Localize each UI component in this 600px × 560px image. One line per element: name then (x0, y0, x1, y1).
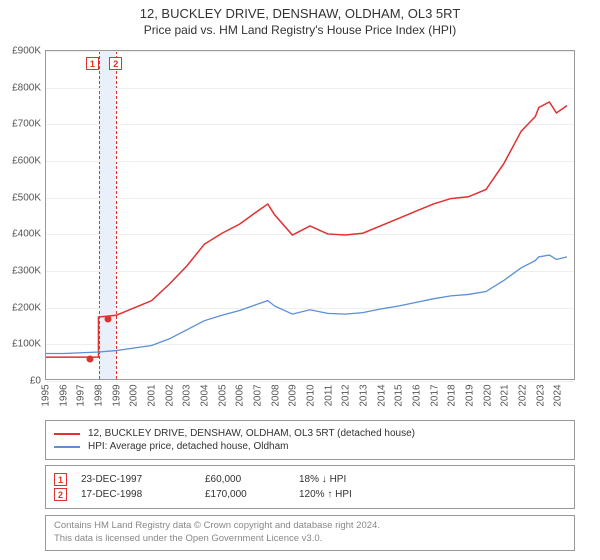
x-tick-label: 2014 (376, 384, 387, 406)
legend-item: 12, BUCKLEY DRIVE, DENSHAW, OLDHAM, OL3 … (54, 428, 566, 439)
row-change: 120% ↑ HPI (299, 489, 352, 500)
y-tick-label: £500K (1, 192, 41, 203)
x-tick-label: 2002 (164, 384, 175, 406)
x-tick-label: 2015 (394, 384, 405, 406)
x-tick-label: 2004 (200, 384, 211, 406)
x-tick-label: 2009 (288, 384, 299, 406)
x-tick-label: 1995 (41, 384, 52, 406)
x-tick-label: 2016 (412, 384, 423, 406)
y-tick-label: £300K (1, 266, 41, 277)
y-tick-label: £600K (1, 156, 41, 167)
series-line (46, 255, 567, 353)
x-tick-label: 2022 (518, 384, 529, 406)
row-marker: 1 (54, 473, 67, 486)
footer-line: This data is licensed under the Open Gov… (54, 533, 566, 546)
data-point (87, 356, 94, 363)
x-tick-label: 2024 (553, 384, 564, 406)
y-tick-label: £900K (1, 46, 41, 57)
x-tick-label: 1998 (94, 384, 105, 406)
legend-label: 12, BUCKLEY DRIVE, DENSHAW, OLDHAM, OL3 … (88, 428, 415, 439)
x-tick-label: 2018 (447, 384, 458, 406)
y-tick-label: £100K (1, 339, 41, 350)
legend-item: HPI: Average price, detached house, Oldh… (54, 441, 566, 452)
y-tick-label: £800K (1, 82, 41, 93)
footer-line: Contains HM Land Registry data © Crown c… (54, 520, 566, 533)
marker-label: 2 (109, 57, 122, 70)
x-tick-label: 2017 (429, 384, 440, 406)
legend-swatch (54, 433, 80, 435)
page-title: 12, BUCKLEY DRIVE, DENSHAW, OLDHAM, OL3 … (0, 6, 600, 21)
row-price: £60,000 (205, 474, 285, 485)
x-tick-label: 1997 (76, 384, 87, 406)
y-tick-label: £200K (1, 302, 41, 313)
data-point (104, 315, 111, 322)
x-tick-label: 2003 (182, 384, 193, 406)
x-tick-label: 2000 (129, 384, 140, 406)
chart: £0£100K£200K£300K£400K£500K£600K£700K£80… (45, 50, 575, 380)
legend-label: HPI: Average price, detached house, Oldh… (88, 441, 289, 452)
y-tick-label: £700K (1, 119, 41, 130)
x-tick-label: 2008 (270, 384, 281, 406)
table-row: 2 17-DEC-1998 £170,000 120% ↑ HPI (54, 488, 566, 501)
legend-swatch (54, 446, 80, 448)
x-tick-label: 2011 (323, 385, 334, 407)
x-tick-label: 2005 (217, 384, 228, 406)
y-tick-label: £0 (1, 376, 41, 387)
row-date: 23-DEC-1997 (81, 474, 191, 485)
transactions-table: 1 23-DEC-1997 £60,000 18% ↓ HPI 2 17-DEC… (45, 465, 575, 509)
x-tick-label: 1999 (111, 384, 122, 406)
series-line (46, 102, 567, 357)
x-tick-label: 2012 (341, 384, 352, 406)
legend: 12, BUCKLEY DRIVE, DENSHAW, OLDHAM, OL3 … (45, 420, 575, 460)
row-price: £170,000 (205, 489, 285, 500)
row-marker: 2 (54, 488, 67, 501)
x-tick-label: 2010 (306, 384, 317, 406)
page-subtitle: Price paid vs. HM Land Registry's House … (0, 23, 600, 37)
x-tick-label: 1996 (58, 384, 69, 406)
x-tick-label: 2021 (500, 384, 511, 406)
row-date: 17-DEC-1998 (81, 489, 191, 500)
title-block: 12, BUCKLEY DRIVE, DENSHAW, OLDHAM, OL3 … (0, 0, 600, 41)
x-tick-label: 2020 (482, 384, 493, 406)
root: 12, BUCKLEY DRIVE, DENSHAW, OLDHAM, OL3 … (0, 0, 600, 560)
table-row: 1 23-DEC-1997 £60,000 18% ↓ HPI (54, 473, 566, 486)
footer-attribution: Contains HM Land Registry data © Crown c… (45, 515, 575, 551)
x-tick-label: 2013 (359, 384, 370, 406)
chart-lines (46, 51, 574, 379)
x-tick-label: 2006 (235, 384, 246, 406)
x-tick-label: 2007 (253, 384, 264, 406)
x-tick-label: 2019 (465, 384, 476, 406)
x-tick-label: 2001 (147, 384, 158, 406)
y-tick-label: £400K (1, 229, 41, 240)
row-change: 18% ↓ HPI (299, 474, 346, 485)
marker-label: 1 (86, 57, 99, 70)
x-tick-label: 2023 (535, 384, 546, 406)
